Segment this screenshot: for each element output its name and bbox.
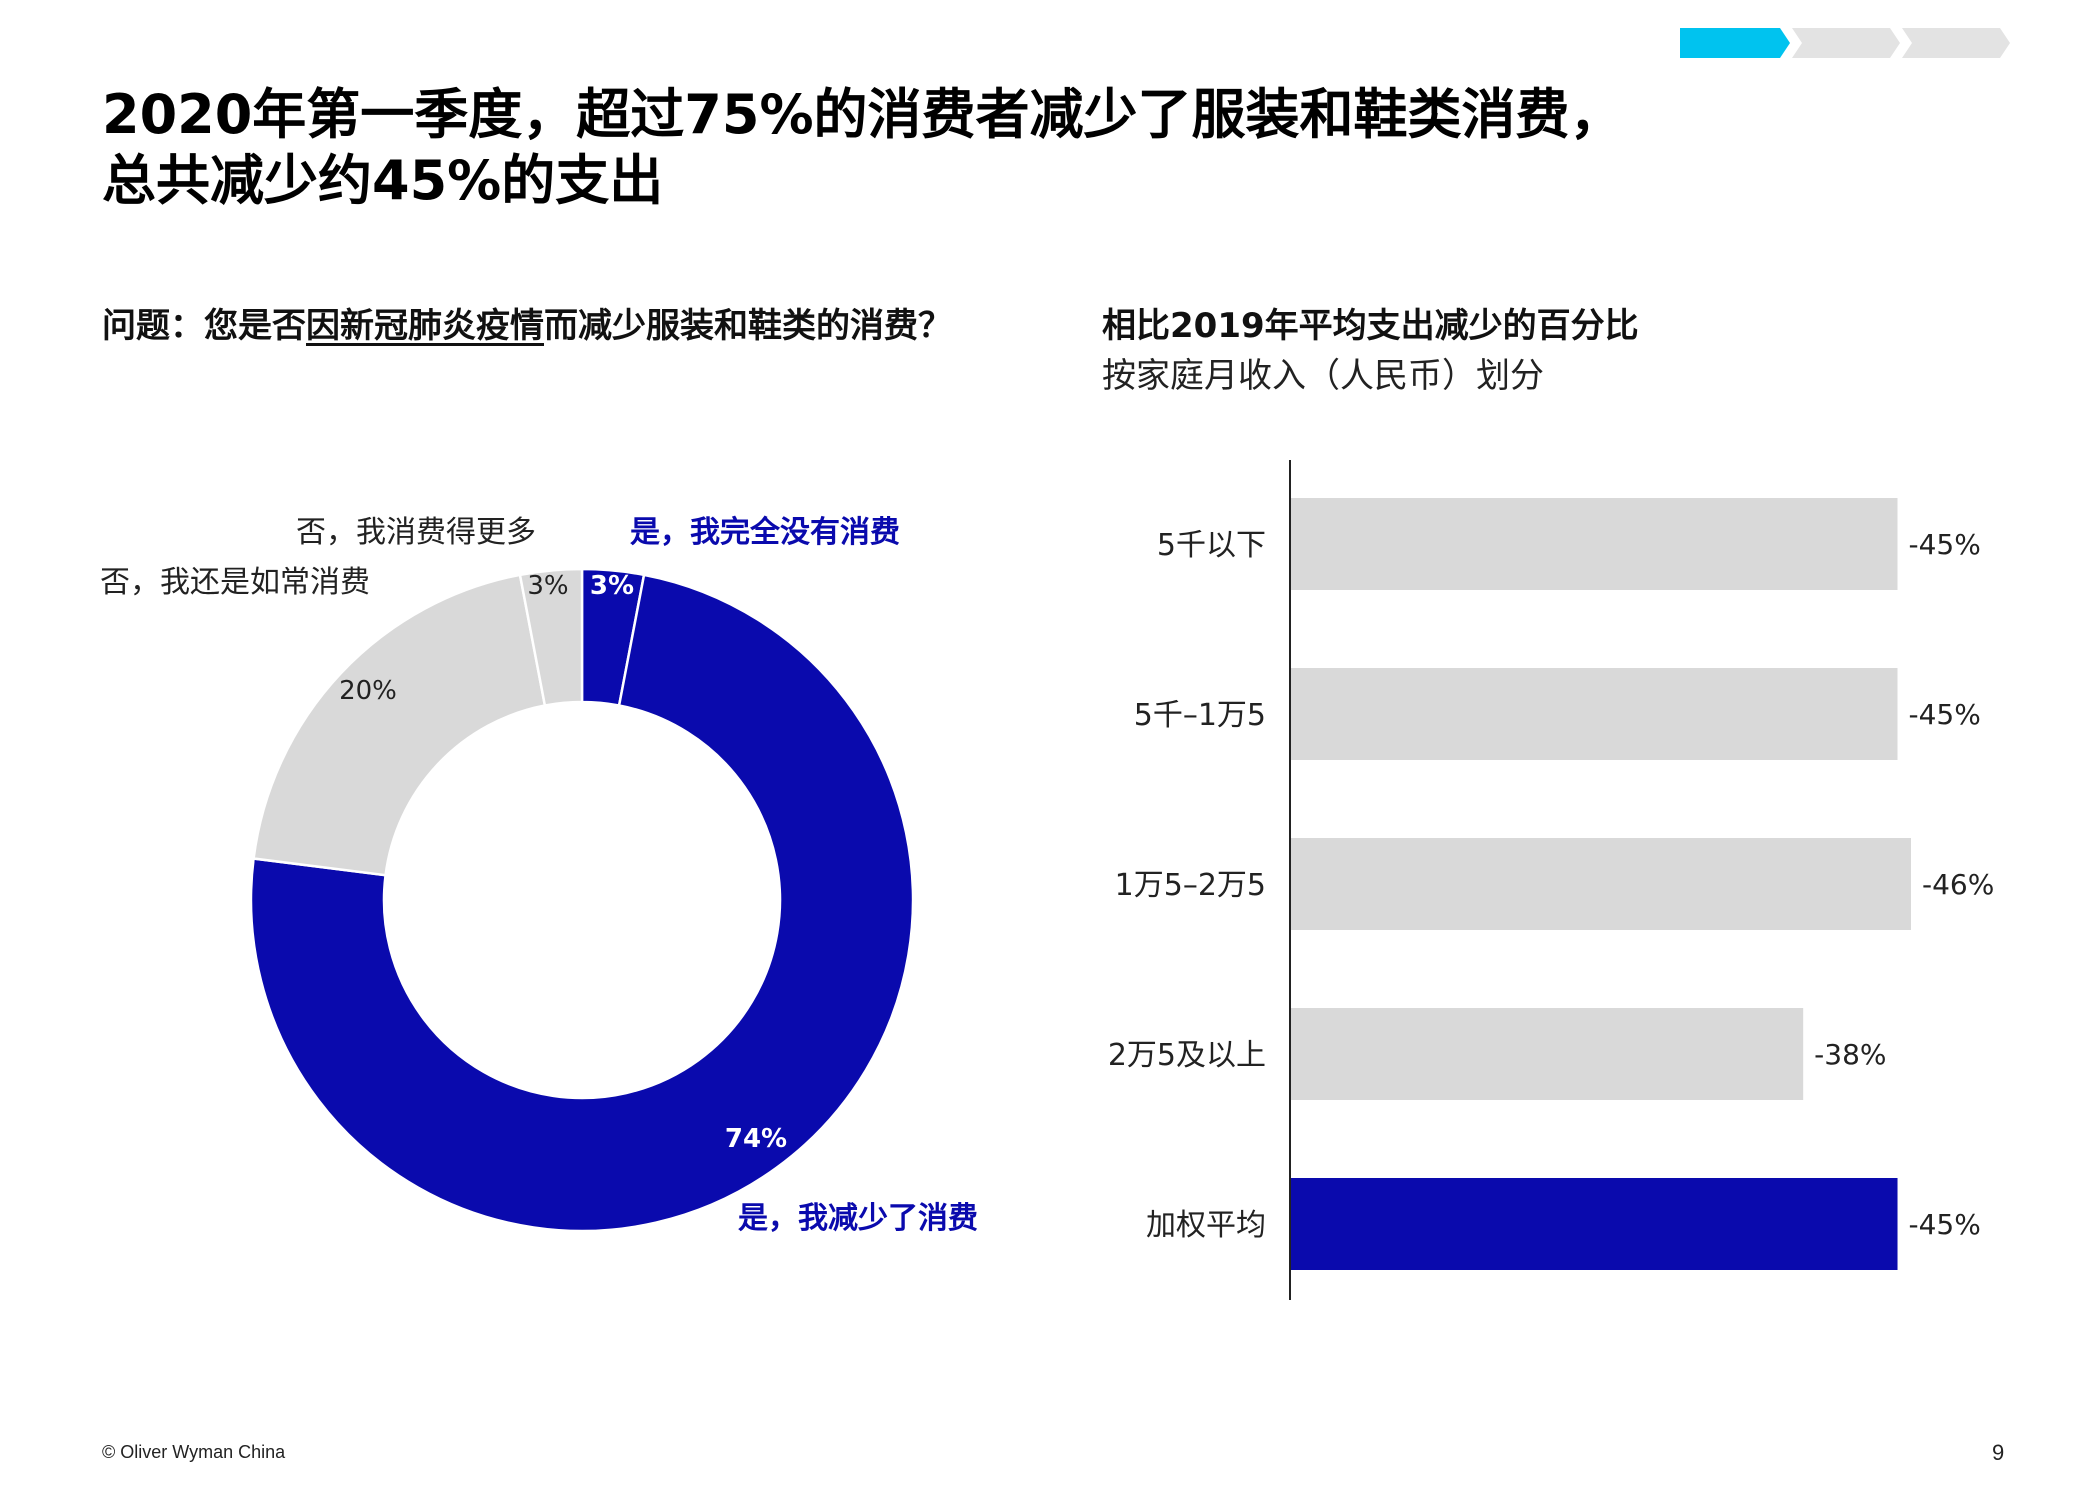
slice-category-label: 是，我减少了消费	[738, 1201, 978, 1236]
value-label: -45%	[1909, 528, 1981, 561]
bar-chart-title: 相比2019年平均支出减少的百分比	[1102, 306, 1639, 346]
slice-category-label: 否，我还是如常消费	[100, 565, 370, 600]
question-suffix: 而减少服装和鞋类的消费？	[544, 306, 952, 346]
category-label: 5千–1万5	[1134, 698, 1266, 733]
category-label: 加权平均	[1146, 1208, 1266, 1243]
page-number: 9	[1992, 1440, 2005, 1465]
bar	[1291, 1008, 1804, 1100]
progress-steps	[1680, 28, 2010, 58]
donut-slice	[518, 567, 584, 707]
donut-chart: 3% 是，我完全没有消费 74% 是，我减少了消费 20% 否，我还是如常消费 3% 否，我消…	[60, 510, 1060, 1310]
step-2	[1792, 28, 1900, 58]
title-line-1: 2020年第一季度，超过75%的消费者减少了服装和鞋类消费，	[102, 83, 1624, 146]
slice-category-label: 否，我消费得更多	[296, 515, 536, 550]
step-3	[1902, 28, 2010, 58]
bar	[1291, 498, 1898, 590]
donut-slice	[252, 573, 547, 877]
slice-value-label: 74%	[725, 1124, 787, 1154]
value-label: -45%	[1909, 698, 1981, 731]
title-line-2: 总共减少约45%的支出	[102, 149, 664, 212]
bar	[1291, 668, 1898, 760]
category-label: 5千以下	[1157, 528, 1266, 563]
category-label: 2万5及以上	[1108, 1038, 1266, 1073]
page-title: 2020年第一季度，超过75%的消费者减少了服装和鞋类消费， 总共减少约45%的…	[102, 82, 1922, 214]
bar	[1291, 838, 1911, 930]
copyright: © Oliver Wyman China	[102, 1442, 286, 1462]
step-1	[1680, 28, 1790, 58]
slice-value-label: 3%	[590, 571, 634, 601]
value-label: -45%	[1909, 1208, 1981, 1241]
survey-question: 问题：您是否因新冠肺炎疫情而减少服装和鞋类的消费？	[102, 302, 982, 350]
slice-category-label: 是，我完全没有消费	[630, 515, 900, 550]
bar-chart: 5千以下 -45% 5千–1万5 -45% 1万5–2万5 -46% 2万5及以上 -38% 加…	[1060, 440, 2060, 1340]
question-underlined: 因新冠肺炎疫情	[306, 306, 544, 346]
donut-slice	[249, 573, 915, 1233]
slice-value-label: 20%	[339, 676, 397, 706]
question-prefix: 问题：您是否	[102, 306, 306, 346]
bar-chart-subtitle: 按家庭月收入（人民币）划分	[1102, 356, 1544, 396]
category-label: 1万5–2万5	[1115, 868, 1266, 903]
value-label: -38%	[1814, 1038, 1886, 1071]
slice-value-label: 3%	[527, 571, 568, 601]
value-label: -46%	[1922, 868, 1994, 901]
bar	[1291, 1178, 1898, 1270]
